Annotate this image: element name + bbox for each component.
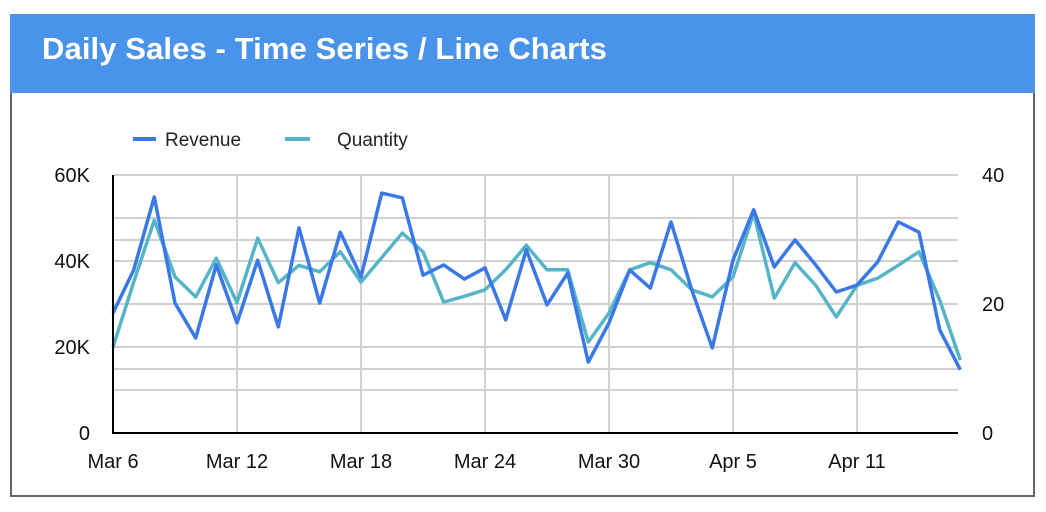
- legend-label-revenue: Revenue: [165, 130, 241, 151]
- y2-tick-label: 40: [982, 165, 1004, 187]
- x-tick-label: Mar 24: [454, 451, 516, 473]
- gridlines: [113, 174, 958, 433]
- legend-item-revenue[interactable]: Revenue: [133, 130, 241, 151]
- x-tick-label: Mar 30: [578, 451, 640, 473]
- x-tick-label: Apr 11: [828, 451, 885, 473]
- x-tick-label: Mar 18: [330, 451, 392, 473]
- axes: [112, 175, 958, 434]
- legend-label-quantity: Quantity: [337, 130, 408, 151]
- y-tick-label: 0: [79, 423, 90, 445]
- x-axis-labels: Mar 6 Mar 12 Mar 18 Mar 24 Mar 30 Apr 5 Apr 11: [87, 451, 885, 473]
- x-tick-label: Mar 12: [206, 451, 268, 473]
- y2-tick-label: 0: [982, 423, 993, 445]
- chart-card: [10, 14, 1035, 497]
- legend-item-quantity[interactable]: Quantity: [285, 130, 408, 151]
- x-tick-label: Apr 5: [709, 451, 757, 473]
- header-bar: Daily Sales - Time Series / Line Charts: [10, 14, 1035, 93]
- x-tick-label: Mar 6: [87, 451, 138, 473]
- quantity-series-line[interactable]: [111, 211, 962, 361]
- y2-tick-label: 20: [982, 294, 1004, 316]
- y-tick-label: 40K: [54, 251, 90, 273]
- y-tick-label: 60K: [54, 165, 90, 187]
- legend: Revenue Quantity: [133, 130, 408, 151]
- y-axis-left-labels: 0 20K 40K 60K: [54, 165, 90, 445]
- revenue-series-line[interactable]: [111, 191, 962, 371]
- y-axis-right-labels: 0 20 40: [982, 165, 1004, 445]
- y-tick-label: 20K: [54, 337, 90, 359]
- page-title: Daily Sales - Time Series / Line Charts: [42, 31, 608, 66]
